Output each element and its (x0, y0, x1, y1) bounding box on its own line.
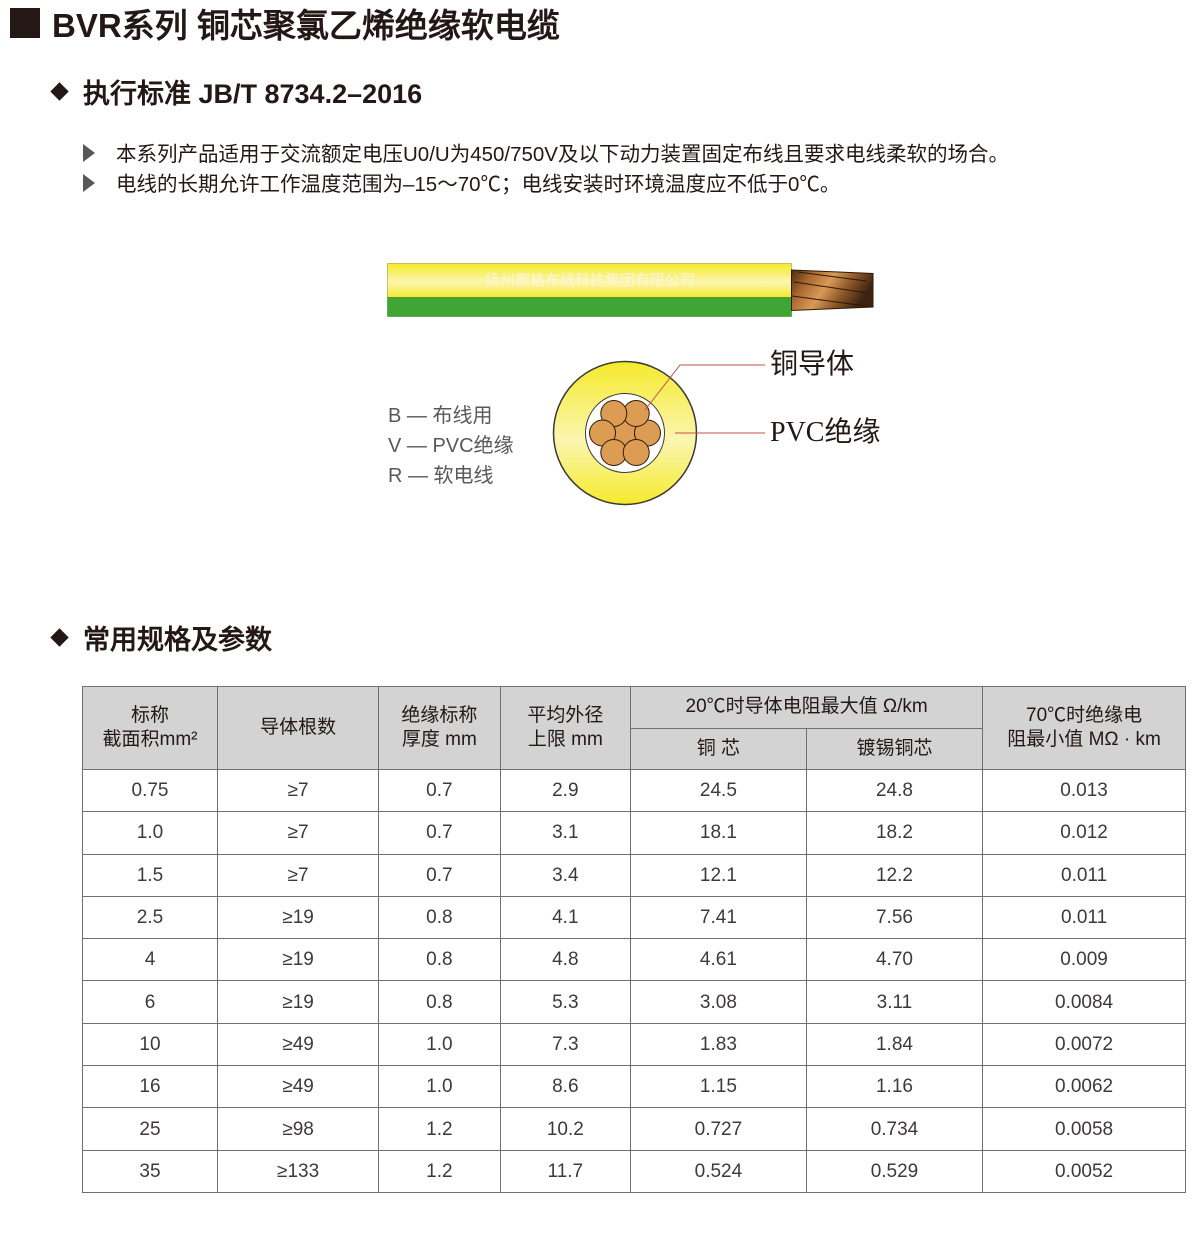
svg-text:B — 布线用: B — 布线用 (388, 404, 492, 427)
svg-text:R — 软电线: R — 软电线 (388, 464, 494, 487)
svg-text:铜导体: 铜导体 (770, 348, 854, 380)
svg-text:V — PVC绝缘: V — PVC绝缘 (388, 434, 514, 457)
svg-text:PVC绝缘: PVC绝缘 (770, 416, 880, 448)
svg-text:扬州赛格布线科技集团有限公司: 扬州赛格布线科技集团有限公司 (485, 272, 695, 289)
